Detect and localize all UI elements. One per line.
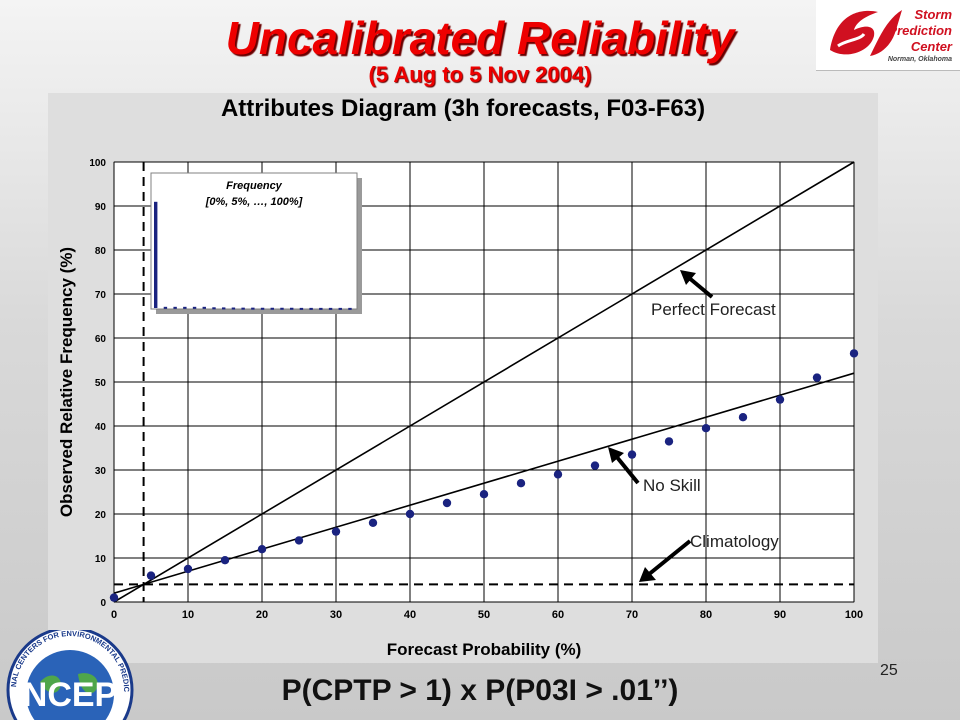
inset-bar xyxy=(280,307,284,310)
slide-subtitle: (5 Aug to 5 Nov 2004) xyxy=(368,62,592,87)
y-tick-label: 10 xyxy=(95,554,107,565)
ncep-wordmark: NCEP xyxy=(23,676,117,714)
data-point xyxy=(516,479,526,488)
data-point xyxy=(294,536,304,545)
x-tick-label: 40 xyxy=(404,609,416,621)
perfect-forecast-line xyxy=(113,161,855,603)
y-tick-label: 60 xyxy=(95,334,107,345)
data-point xyxy=(405,509,415,519)
x-tick-label: 60 xyxy=(552,609,564,621)
ncep-logo: NATIONAL CENTERS FOR ENVIRONMENTAL PREDI… xyxy=(0,630,134,720)
inset-bar xyxy=(338,307,342,310)
data-point xyxy=(220,556,230,565)
inset-bar xyxy=(348,307,352,310)
y-tick-label: 40 xyxy=(95,422,107,433)
inset-bar xyxy=(163,306,168,309)
y-tick-label: 30 xyxy=(95,466,107,477)
x-tick-label: 30 xyxy=(330,609,342,621)
x-tick-label: 20 xyxy=(256,609,268,621)
x-axis-title: Forecast Probability (%) xyxy=(387,640,582,659)
data-point xyxy=(849,349,859,358)
spc-logo-line2: Prediction xyxy=(888,23,952,38)
y-axis-title: Observed Relative Frequency (%) xyxy=(57,247,76,517)
x-tick-label: 10 xyxy=(182,609,194,621)
inset-bar xyxy=(290,307,294,310)
ncep-globe-icon xyxy=(26,650,114,720)
slide-title: Uncalibrated Reliability xyxy=(225,12,735,64)
perfect-forecast-arrow-icon xyxy=(680,270,714,299)
footer-formula: P(CPTP > 1) x P(P03I > .01’’) xyxy=(281,674,679,707)
climatology-arrow-icon xyxy=(639,539,692,582)
inset-bar xyxy=(270,307,274,310)
data-point xyxy=(664,437,674,446)
y-tick-label: 50 xyxy=(95,378,107,389)
y-tick-label: 90 xyxy=(95,202,107,213)
x-tick-label: 70 xyxy=(626,609,638,621)
chart-svg: Attributes Diagram (3h forecasts, F03-F6… xyxy=(57,95,863,659)
x-tick-label: 100 xyxy=(845,609,863,621)
spc-logo-line1: Storm xyxy=(914,7,952,22)
inset-bar xyxy=(309,307,313,310)
x-tick-label: 0 xyxy=(111,609,117,621)
inset-bar xyxy=(192,306,197,309)
inset-bar xyxy=(154,201,158,308)
spc-swoosh-icon xyxy=(830,10,902,56)
data-point xyxy=(331,527,341,536)
reference-lines xyxy=(113,161,855,603)
inset-bar xyxy=(183,306,187,309)
data-point xyxy=(590,461,600,470)
data-point xyxy=(183,564,193,574)
data-point xyxy=(479,490,489,499)
data-point xyxy=(553,470,563,479)
data-point xyxy=(701,424,711,433)
inset-title-line2: [0%, 5%, …, 100%] xyxy=(205,196,303,208)
spc-logo-tagline: Norman, Oklahoma xyxy=(887,56,952,63)
y-tick-label: 0 xyxy=(100,598,106,609)
data-point xyxy=(146,571,156,580)
inset-bar xyxy=(299,307,304,310)
inset-bar xyxy=(241,307,245,310)
no-skill-arrow-icon xyxy=(608,447,640,485)
attributes-diagram: Attributes Diagram (3h forecasts, F03-F6… xyxy=(48,93,878,663)
data-point xyxy=(775,395,785,404)
frequency-inset: Frequency [0%, 5%, …, 100%] xyxy=(150,172,362,314)
inset-bar xyxy=(202,306,206,309)
page-number: 25 xyxy=(880,662,898,679)
inset-bar xyxy=(260,307,265,310)
data-point xyxy=(812,373,822,382)
data-point xyxy=(257,545,267,554)
data-point xyxy=(627,450,637,459)
inset-bar xyxy=(222,307,226,310)
chart-title: Attributes Diagram (3h forecasts, F03-F6… xyxy=(221,95,705,122)
y-tick-label: 70 xyxy=(95,290,107,301)
spc-logo: Storm Prediction Center Norman, Oklahoma xyxy=(816,0,960,71)
inset-box xyxy=(150,172,358,310)
x-tick-label: 90 xyxy=(774,609,786,621)
spc-logo-line3: Center xyxy=(910,39,952,54)
perfect-forecast-label: Perfect Forecast xyxy=(651,300,776,319)
data-point xyxy=(109,593,119,602)
y-tick-label: 100 xyxy=(89,158,106,169)
x-tick-label: 80 xyxy=(700,609,712,621)
x-tick-label: 50 xyxy=(478,609,490,621)
y-tick-label: 80 xyxy=(95,246,107,257)
data-point xyxy=(738,413,748,422)
inset-bar xyxy=(173,306,177,309)
inset-title-line1: Frequency xyxy=(226,180,283,192)
inset-bar xyxy=(251,307,255,310)
data-point xyxy=(368,518,378,527)
no-skill-line xyxy=(113,372,855,594)
grid xyxy=(113,161,855,603)
inset-bar xyxy=(212,307,216,310)
tick-labels: 0 10 20 30 40 50 60 70 80 90 100 0 10 20 30 40 50 60 70 80 9… xyxy=(89,158,863,621)
inset-bar xyxy=(328,307,333,310)
no-skill-label: No Skill xyxy=(643,476,701,495)
data-points xyxy=(109,349,859,602)
data-point xyxy=(442,498,452,508)
climatology-label: Climatology xyxy=(690,532,779,551)
inset-bar xyxy=(231,307,236,310)
y-tick-label: 20 xyxy=(95,510,107,521)
inset-bar xyxy=(319,307,323,310)
